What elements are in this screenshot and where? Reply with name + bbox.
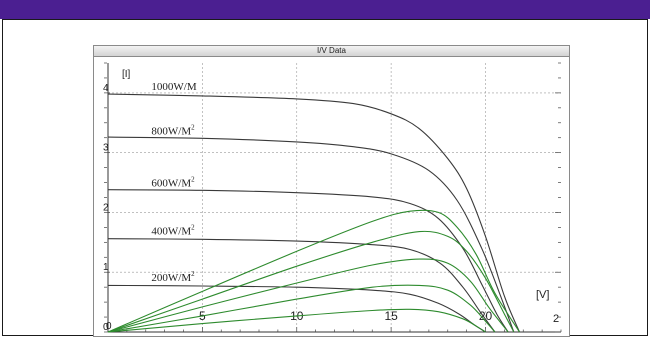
- slide-area: I/V Data 0 1 2 3 4 0 5 10 15 20 [I] [V] 2 1000W/M 800…: [2, 19, 648, 337]
- iv-curve-3: [107, 238, 496, 333]
- series-layer: [107, 93, 521, 333]
- y-tick-label: 2: [103, 202, 109, 213]
- label-layer: 1000W/M 800W/M2 600W/M2 400W/M2 200W/M2: [151, 81, 196, 284]
- power-curve-5: [107, 209, 520, 333]
- y-axis-label: [I]: [122, 69, 131, 80]
- curve-label-4: 200W/M2: [151, 270, 195, 284]
- power-curve-7: [107, 258, 509, 333]
- power-curve-9: [107, 308, 486, 333]
- curve-label-3: 400W/M2: [151, 224, 195, 238]
- x-edge-label: 2: [553, 313, 559, 325]
- x-axis-label: [V]: [536, 289, 549, 301]
- power-curve-8: [107, 284, 496, 333]
- y-tick-label: 1: [103, 262, 109, 273]
- x-tick-label: 0: [106, 321, 112, 332]
- y-tick-label: 3: [103, 143, 109, 154]
- curve-label-2: 600W/M2: [151, 176, 195, 190]
- y-tick-label: 0: [103, 322, 109, 333]
- power-curve-6: [107, 230, 515, 333]
- chart-title: I/V Data: [317, 46, 346, 55]
- iv-curve-1: [107, 136, 515, 333]
- y-tick-label: 4: [103, 83, 109, 94]
- iv-curve-0: [107, 93, 521, 333]
- curve-label-0: 1000W/M: [151, 81, 196, 93]
- x-tick-label: 15: [384, 309, 398, 323]
- top-color-band: [0, 0, 650, 19]
- chart-title-bar: I/V Data: [94, 46, 569, 57]
- chart-window: I/V Data 0 1 2 3 4 0 5 10 15 20 [I] [V] 2 1000W/M 800…: [93, 45, 570, 337]
- x-tick-label: 20: [479, 309, 493, 323]
- iv-curve-2: [107, 189, 509, 333]
- curve-label-1: 800W/M2: [151, 124, 195, 138]
